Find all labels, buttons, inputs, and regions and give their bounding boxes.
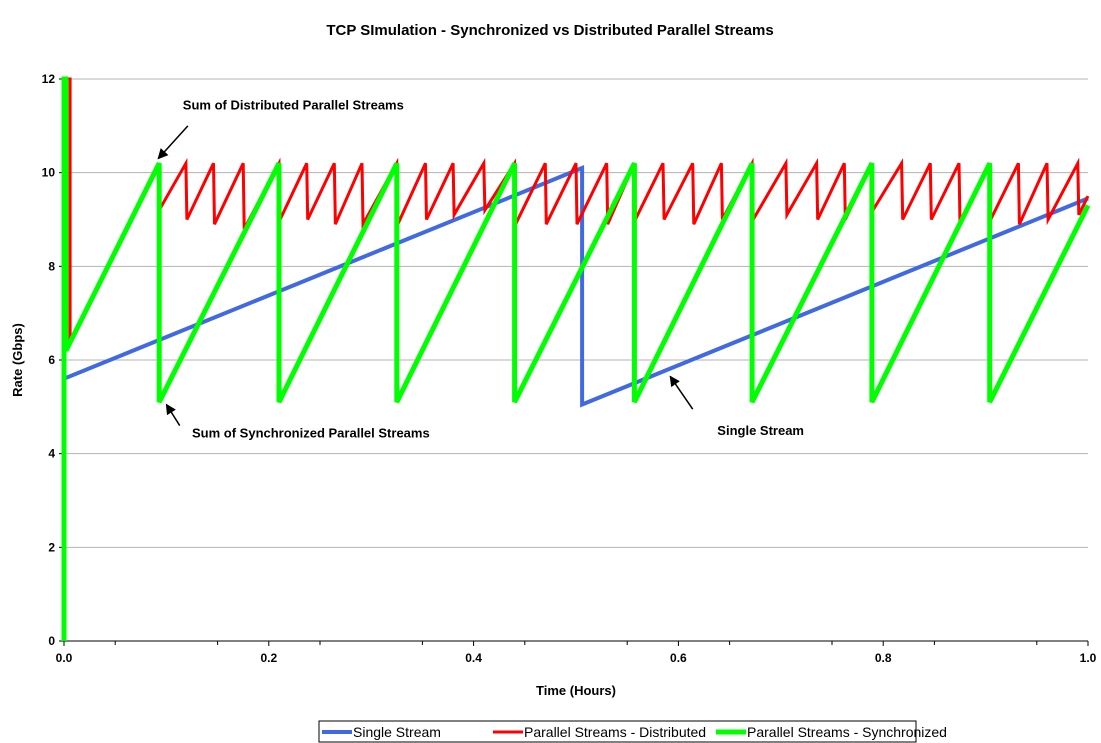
y-tick-label-2: 4	[48, 447, 55, 461]
x-axis-label: Time (Hours)	[536, 683, 616, 698]
x-tick-label-2: 0.4	[465, 651, 482, 665]
annotation-arrow-1	[165, 403, 181, 426]
legend-label-1: Parallel Streams - Distributed	[524, 724, 706, 740]
x-tick-label-0: 0.0	[56, 651, 73, 665]
legend-label-2: Parallel Streams - Synchronized	[747, 724, 947, 740]
annotation-arrow-2	[669, 375, 694, 410]
x-tick-label-1: 0.2	[260, 651, 277, 665]
chart-title: TCP SImulation - Synchronized vs Distrib…	[326, 22, 773, 39]
gridlines	[59, 78, 1089, 646]
y-tick-labels: 0 2 4 6 8 10 12	[42, 72, 56, 648]
series-line-0	[63, 165, 1089, 408]
y-tick-label-4: 8	[48, 259, 55, 273]
y-tick-label-6: 12	[42, 72, 56, 86]
annotation-text-1: Sum of Synchronized Parallel Streams	[192, 425, 430, 440]
series-line-2	[61, 76, 1091, 641]
y-tick-label-0: 0	[48, 634, 55, 648]
annotation-text-0: Sum of Distributed Parallel Streams	[183, 97, 404, 112]
y-tick-label-3: 6	[48, 353, 55, 367]
annotation-text-2: Single Stream	[717, 423, 804, 438]
y-tick-label-5: 10	[42, 166, 56, 180]
legend-label-0: Single Stream	[353, 724, 441, 740]
series-lines	[61, 76, 1091, 641]
y-tick-label-1: 2	[48, 540, 55, 554]
legend: Single Stream Parallel Streams - Distribu…	[318, 720, 947, 743]
series-line-1	[64, 77, 1090, 342]
y-axis-label: Rate (Gbps)	[10, 323, 25, 397]
x-tick-label-3: 0.6	[670, 651, 687, 665]
annotations: Sum of Distributed Parallel Streams Sum o…	[157, 97, 804, 440]
x-tick-label-4: 0.8	[875, 651, 892, 665]
legend-box	[318, 720, 917, 743]
annotation-arrow-0	[157, 125, 189, 160]
x-tick-label-5: 1.0	[1080, 651, 1097, 665]
x-tick-labels: 0.0 0.2 0.4 0.6 0.8 1.0	[56, 651, 1097, 665]
